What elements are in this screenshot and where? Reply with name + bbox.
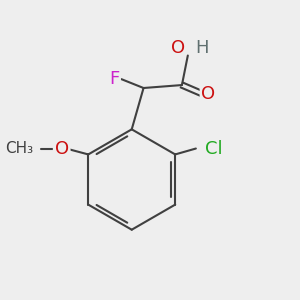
Text: Cl: Cl [205, 140, 222, 158]
Text: F: F [109, 70, 119, 88]
Text: CH₃: CH₃ [5, 141, 34, 156]
Text: O: O [171, 39, 185, 57]
Text: O: O [201, 85, 215, 103]
Text: O: O [55, 140, 69, 158]
Text: H: H [195, 39, 209, 57]
